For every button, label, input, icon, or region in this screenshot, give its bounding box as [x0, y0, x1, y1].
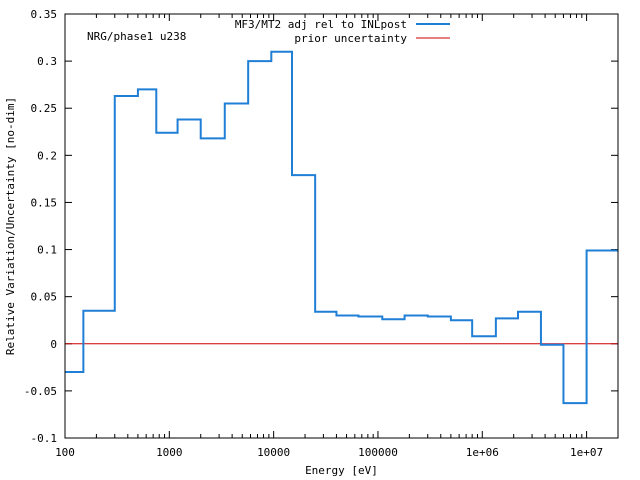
x-tick-label: 100000 [358, 446, 398, 459]
x-tick-label: 100 [55, 446, 75, 459]
x-tick-label: 10000 [257, 446, 290, 459]
legend-entry-prior: prior uncertainty [294, 32, 407, 45]
chart-annotation: NRG/phase1 u238 [87, 30, 186, 43]
y-tick-label: 0.3 [37, 55, 57, 68]
x-tick-label: 1e+07 [570, 446, 603, 459]
y-tick-label: -0.05 [24, 385, 57, 398]
y-axis-label: Relative Variation/Uncertainty [no-dim] [4, 97, 17, 355]
y-tick-label: 0.15 [31, 196, 58, 209]
x-tick-label: 1e+06 [466, 446, 499, 459]
y-tick-label: 0.1 [37, 244, 57, 257]
x-tick-label: 1000 [156, 446, 183, 459]
y-tick-label: 0.05 [31, 291, 58, 304]
y-tick-label: -0.1 [31, 432, 58, 445]
legend-entry-adj: MF3/MT2 adj rel to INLpost [235, 18, 407, 31]
x-axis-label: Energy [eV] [305, 464, 378, 477]
plot-frame [64, 13, 619, 439]
y-tick-label: 0.2 [37, 149, 57, 162]
tick-marks [64, 13, 619, 439]
series-adj-step-line [65, 50, 618, 405]
series-layer [65, 50, 618, 405]
legend: MF3/MT2 adj rel to INLpost prior uncerta… [235, 18, 450, 45]
y-tick-label: 0 [50, 338, 57, 351]
y-tick-label: 0.25 [31, 102, 58, 115]
y-tick-label: 0.35 [31, 8, 58, 21]
